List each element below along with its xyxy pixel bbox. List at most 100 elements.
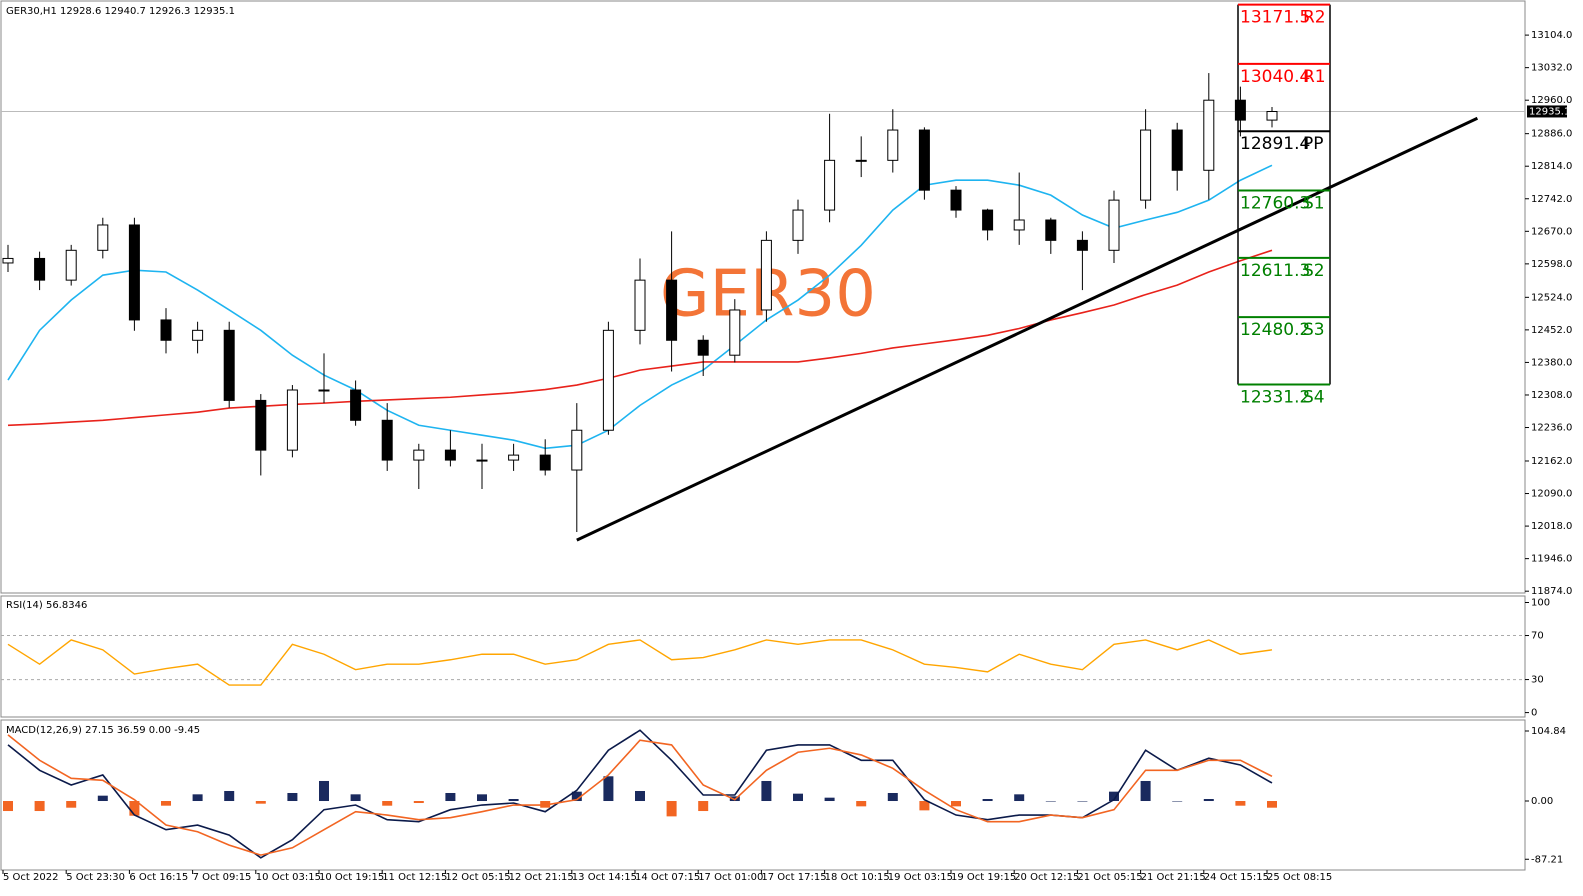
y-tick-label: 30 — [1531, 675, 1544, 686]
candle-body — [1140, 129, 1152, 201]
y-tick-label: 12380.0 — [1531, 357, 1572, 368]
y-tick-label: 12814.0 — [1531, 161, 1572, 172]
histogram-bar — [635, 790, 645, 802]
x-tick-label: 18 Oct 10:15 — [825, 872, 890, 883]
pivot-label: S2 — [1303, 261, 1325, 281]
histogram-bar — [34, 801, 45, 812]
x-tick-label: 21 Oct 05:15 — [1077, 872, 1142, 883]
x-tick-label: 19 Oct 19:15 — [951, 872, 1016, 883]
candle-body — [413, 449, 425, 461]
y-tick-label: 12524.0 — [1531, 292, 1572, 303]
candle-body — [729, 309, 741, 356]
trendline — [576, 116, 1479, 542]
macd-title: MACD(12,26,9) 27.15 36.59 0.00 -9.45 — [6, 725, 200, 736]
y-tick-label: 12886.0 — [1531, 129, 1572, 140]
candle-body — [824, 159, 836, 211]
histogram-bar — [1077, 801, 1088, 802]
pivot-label: R2 — [1303, 8, 1326, 28]
rsi-title: RSI(14) 56.8346 — [6, 600, 87, 611]
histogram-bar — [1014, 794, 1025, 802]
y-tick-label: 12090.0 — [1531, 489, 1572, 500]
histogram-bar — [508, 799, 519, 802]
x-tick-label: 17 Oct 01:00 — [698, 872, 763, 883]
x-tick-label: 19 Oct 03:15 — [888, 872, 953, 883]
candle-body — [65, 249, 77, 281]
candle-body — [1108, 199, 1120, 251]
histogram-bar — [350, 794, 361, 802]
histogram-bar — [793, 793, 803, 802]
pivot-label: R1 — [1303, 67, 1326, 87]
candle-body — [982, 209, 994, 231]
candle-body — [192, 329, 204, 341]
histogram-bar — [413, 801, 424, 804]
y-tick-label: 13104.0 — [1531, 30, 1572, 41]
histogram-bar — [666, 801, 677, 817]
candle-body — [666, 279, 678, 341]
pivot-label: S4 — [1303, 387, 1325, 407]
pivot-label: S3 — [1303, 320, 1325, 340]
y-tick-label: 12670.0 — [1531, 226, 1572, 237]
y-tick-label: 11946.0 — [1531, 554, 1572, 565]
y-tick-label: -87.21 — [1531, 854, 1563, 865]
candle-body — [792, 209, 804, 241]
candle-body — [1171, 129, 1183, 171]
macd-panel — [0, 719, 1526, 871]
histogram-bar — [1140, 780, 1151, 802]
histogram-bar — [192, 794, 203, 802]
moving-average — [7, 164, 1273, 450]
candle-body — [508, 454, 520, 461]
x-tick-label: 24 Oct 15:15 — [1204, 872, 1269, 883]
candle-body — [160, 319, 172, 341]
y-tick-label: 100 — [1531, 598, 1550, 609]
histogram-bar — [824, 797, 835, 802]
moving-average — [7, 249, 1273, 427]
last-price-label: 12935.1 — [1529, 106, 1570, 117]
histogram-bar — [382, 801, 393, 806]
x-tick-label: 5 Oct 23:30 — [66, 872, 125, 883]
candle-body — [634, 279, 646, 331]
candle-body — [128, 224, 140, 321]
candle-body — [1076, 239, 1088, 251]
candle-body — [1266, 111, 1278, 121]
histogram-bar — [571, 791, 582, 802]
candle-body — [350, 389, 362, 421]
candle-body — [855, 159, 867, 162]
candle-body — [918, 129, 930, 191]
x-tick-label: 14 Oct 07:15 — [635, 872, 700, 883]
rsi-line — [7, 639, 1273, 686]
x-tick-label: 25 Oct 08:15 — [1267, 872, 1332, 883]
candle-body — [539, 454, 551, 471]
rsi-panel — [0, 595, 1526, 718]
histogram-bar — [287, 792, 298, 802]
histogram-bar — [1203, 799, 1214, 802]
pivot-value: 12891.4 — [1240, 134, 1310, 154]
histogram-bar — [856, 801, 867, 807]
x-tick-label: 12 Oct 21:15 — [509, 872, 574, 883]
histogram-bar — [698, 801, 709, 812]
histogram-bar — [982, 799, 993, 802]
histogram-bar — [66, 801, 77, 808]
candle-body — [697, 339, 709, 356]
histogram-bar — [319, 780, 329, 802]
histogram-bar — [887, 792, 898, 802]
pivot-label: S1 — [1303, 193, 1325, 213]
candle-body — [34, 257, 46, 281]
x-tick-label: 17 Oct 17:15 — [761, 872, 826, 883]
candle-body — [286, 389, 298, 451]
candle-body — [2, 257, 14, 264]
y-tick-label: 13032.0 — [1531, 63, 1572, 74]
candle-body — [97, 224, 109, 251]
signal-line — [7, 734, 1273, 856]
y-tick-label: 12236.0 — [1531, 423, 1572, 434]
histogram-bar — [97, 795, 108, 802]
histogram-bar — [1172, 801, 1183, 802]
histogram-bar — [477, 794, 487, 802]
candle-body — [887, 129, 899, 161]
price-title: GER30,H1 12928.6 12940.7 12926.3 12935.1 — [6, 6, 235, 17]
pivot-label: PP — [1303, 134, 1324, 154]
pivot-value: 13171.5 — [1240, 8, 1310, 28]
candle-body — [602, 329, 614, 431]
candle-body — [381, 419, 393, 461]
candle-body — [255, 399, 267, 451]
